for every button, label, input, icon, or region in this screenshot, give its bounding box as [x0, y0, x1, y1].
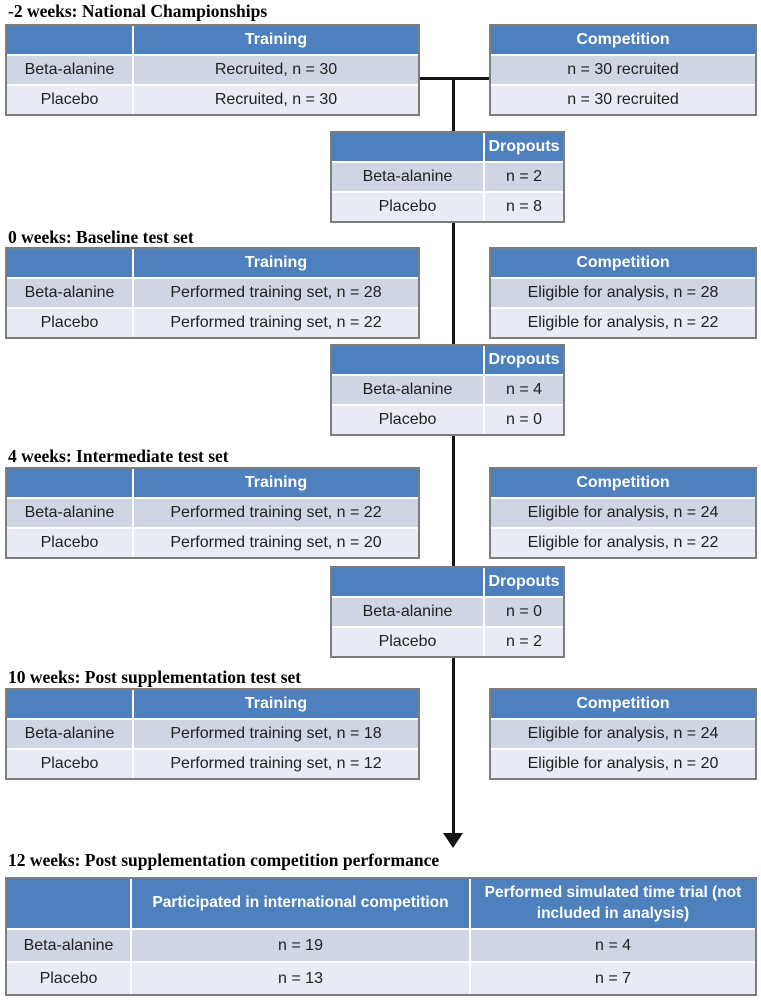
final-header-time-trial-cell: Performed simulated time trial (not incl…	[471, 879, 755, 928]
group-label-cell: Placebo	[332, 628, 483, 656]
training-header-cell: Training	[134, 469, 418, 497]
group-label-cell: Beta-alanine	[332, 376, 483, 404]
training-value-cell: Performed training set, n = 12	[134, 750, 418, 778]
dropouts-header-empty-cell	[332, 133, 483, 161]
training-header-empty-cell	[7, 469, 132, 497]
training-header-cell: Training	[134, 249, 418, 277]
dropouts-header-cell: Dropouts	[485, 346, 563, 374]
group-label-cell: Placebo	[7, 86, 132, 114]
dropouts-value-cell: n = 2	[485, 163, 563, 191]
group-label-cell: Beta-alanine	[7, 930, 130, 961]
training-value-cell: Performed training set, n = 18	[134, 720, 418, 748]
training-header-empty-cell	[7, 26, 132, 54]
group-label-cell: Beta-alanine	[7, 720, 132, 748]
competition-value-cell: Eligible for analysis, n = 24	[491, 720, 755, 748]
group-label-cell: Beta-alanine	[7, 56, 132, 84]
training-table-4-weeks: Training Beta-alanine Performed training…	[5, 467, 420, 559]
training-value-cell: Performed training set, n = 22	[134, 309, 418, 337]
dropouts-header-empty-cell	[332, 568, 483, 596]
section-heading-4-weeks: 4 weeks: Intermediate test set	[8, 446, 229, 466]
competition-value-cell: Eligible for analysis, n = 28	[491, 279, 755, 307]
competition-table-4-weeks: Competition Eligible for analysis, n = 2…	[489, 467, 757, 559]
final-international-value-cell: n = 13	[132, 963, 469, 994]
final-performance-table: Participated in international competitio…	[5, 877, 757, 996]
dropouts-value-cell: n = 0	[485, 406, 563, 434]
section-heading-10-weeks: 10 weeks: Post supplementation test set	[8, 667, 302, 687]
training-header-empty-cell	[7, 690, 132, 718]
group-label-cell: Placebo	[7, 309, 132, 337]
training-header-cell: Training	[134, 26, 418, 54]
section-heading-12-weeks: 12 weeks: Post supplementation competiti…	[8, 850, 440, 870]
competition-header-cell: Competition	[491, 26, 755, 54]
final-header-empty-cell	[7, 879, 130, 928]
competition-table-10-weeks: Competition Eligible for analysis, n = 2…	[489, 688, 757, 780]
training-value-cell: Performed training set, n = 28	[134, 279, 418, 307]
final-header-international-cell: Participated in international competitio…	[132, 879, 469, 928]
group-label-cell: Placebo	[332, 406, 483, 434]
training-header-empty-cell	[7, 249, 132, 277]
connector-horizontal-line	[417, 77, 491, 80]
competition-value-cell: Eligible for analysis, n = 20	[491, 750, 755, 778]
training-value-cell: Recruited, n = 30	[134, 56, 418, 84]
dropouts-value-cell: n = 4	[485, 376, 563, 404]
final-time-trial-value-cell: n = 7	[471, 963, 755, 994]
group-label-cell: Beta-alanine	[332, 598, 483, 626]
section-heading-minus2-weeks: -2 weeks: National Championships	[8, 1, 268, 21]
group-label-cell: Placebo	[332, 193, 483, 221]
training-header-cell: Training	[134, 690, 418, 718]
group-label-cell: Placebo	[7, 963, 130, 994]
competition-table-0-weeks: Competition Eligible for analysis, n = 2…	[489, 247, 757, 339]
group-label-cell: Beta-alanine	[332, 163, 483, 191]
arrow-down-icon	[443, 833, 463, 848]
training-table-10-weeks: Training Beta-alanine Performed training…	[5, 688, 420, 780]
competition-header-cell: Competition	[491, 249, 755, 277]
group-label-cell: Placebo	[7, 750, 132, 778]
competition-value-cell: n = 30 recruited	[491, 86, 755, 114]
section-heading-0-weeks: 0 weeks: Baseline test set	[8, 227, 194, 247]
competition-header-cell: Competition	[491, 469, 755, 497]
dropouts-table-1: Dropouts Beta-alanine n = 2 Placebo n = …	[330, 131, 565, 223]
training-value-cell: Performed training set, n = 20	[134, 529, 418, 557]
dropouts-value-cell: n = 2	[485, 628, 563, 656]
dropouts-value-cell: n = 0	[485, 598, 563, 626]
training-table-0-weeks: Training Beta-alanine Performed training…	[5, 247, 420, 339]
competition-value-cell: Eligible for analysis, n = 24	[491, 499, 755, 527]
training-table-minus2-weeks: Training Beta-alanine Recruited, n = 30 …	[5, 24, 420, 116]
final-time-trial-value-cell: n = 4	[471, 930, 755, 961]
competition-value-cell: Eligible for analysis, n = 22	[491, 529, 755, 557]
dropouts-header-cell: Dropouts	[485, 568, 563, 596]
competition-value-cell: n = 30 recruited	[491, 56, 755, 84]
training-value-cell: Recruited, n = 30	[134, 86, 418, 114]
group-label-cell: Placebo	[7, 529, 132, 557]
competition-header-cell: Competition	[491, 690, 755, 718]
final-international-value-cell: n = 19	[132, 930, 469, 961]
dropouts-header-cell: Dropouts	[485, 133, 563, 161]
connector-vertical-line	[452, 77, 455, 837]
group-label-cell: Beta-alanine	[7, 499, 132, 527]
dropouts-table-3: Dropouts Beta-alanine n = 0 Placebo n = …	[330, 566, 565, 658]
competition-value-cell: Eligible for analysis, n = 22	[491, 309, 755, 337]
dropouts-header-empty-cell	[332, 346, 483, 374]
dropouts-value-cell: n = 8	[485, 193, 563, 221]
competition-table-minus2-weeks: Competition n = 30 recruited n = 30 recr…	[489, 24, 757, 116]
group-label-cell: Beta-alanine	[7, 279, 132, 307]
training-value-cell: Performed training set, n = 22	[134, 499, 418, 527]
dropouts-table-2: Dropouts Beta-alanine n = 4 Placebo n = …	[330, 344, 565, 436]
